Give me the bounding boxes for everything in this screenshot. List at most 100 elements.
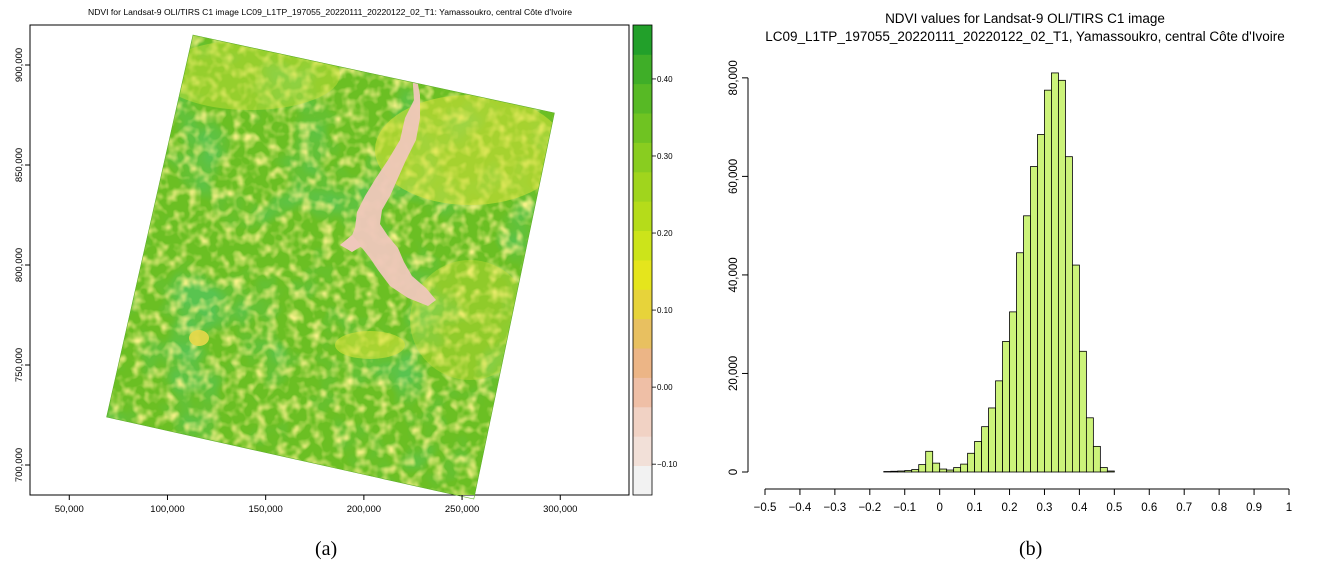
legend-color-step — [633, 289, 652, 320]
map-title: NDVI for Landsat-9 OLI/TIRS C1 image LC0… — [88, 7, 572, 17]
histogram-x-tick-label: 0.1 — [967, 502, 983, 514]
histogram-bar — [967, 452, 976, 473]
histogram-y-tick-label: 20,000 — [728, 356, 740, 391]
histogram-x-tick-label: 0.2 — [1002, 502, 1018, 514]
map-x-axis: 50,000 100,000 150,000 200,000 250,000 300,00… — [55, 495, 577, 515]
ndvi-map-panel: NDVI for Landsat-9 OLI/TIRS C1 image LC0… — [14, 7, 678, 515]
map-y-tick-label: 750,000 — [14, 348, 25, 382]
histogram-bar — [953, 467, 962, 473]
histogram-bar — [988, 407, 996, 473]
map-y-tick-label: 700,000 — [14, 448, 25, 482]
legend-tick-label: 0.30 — [657, 152, 673, 161]
legend-color-step — [633, 25, 652, 55]
histogram-y-tick-label: 0 — [728, 469, 740, 475]
histogram-bar — [960, 463, 969, 473]
legend-color-step — [633, 83, 652, 114]
map-y-axis: 700,000 750,000 800,000 850,000 900,000 — [14, 48, 30, 482]
histogram-bar — [1044, 89, 1052, 473]
lake-kossou — [350, 72, 436, 306]
legend-tick-label: 0.20 — [657, 229, 673, 238]
map-x-tick-label: 50,000 — [55, 504, 84, 515]
legend-frame — [632, 24, 653, 496]
legend-tick-label: 0.40 — [657, 75, 673, 84]
ndvi-color-legend: −0.10 0.00 0.10 0.20 0.30 0.40 — [632, 24, 678, 496]
histogram-bars — [883, 72, 1115, 473]
lake-kossou-arm-w — [340, 235, 362, 252]
histogram-x-axis: −0.5 −0.4 −0.3 −0.2 −0.1 0 0.1 0.2 0.3 0.4 0.5 0.6 0… — [754, 488, 1292, 514]
legend-tick-label: −0.10 — [657, 460, 678, 469]
raster-yellow-patch-s — [335, 331, 405, 359]
map-x-tick-label: 250,000 — [445, 504, 479, 515]
histogram-y-tick-label: 80,000 — [728, 60, 740, 95]
map-x-tick-label: 150,000 — [249, 504, 283, 515]
histogram-y-tick-label: 40,000 — [728, 257, 740, 292]
yamoussoukro-urban-area — [189, 330, 209, 346]
legend-color-step — [633, 348, 652, 378]
histogram-bar — [1065, 156, 1073, 473]
histogram-x-tick-label: 0.4 — [1071, 502, 1088, 514]
histogram-x-tick-label: −0.5 — [754, 502, 777, 514]
histogram-bar — [939, 468, 948, 473]
histogram-bar — [911, 469, 920, 473]
histogram-x-tick-label: 0.8 — [1211, 502, 1227, 514]
legend-tick-label: 0.00 — [657, 383, 673, 392]
histogram-x-tick-label: −0.2 — [858, 502, 881, 514]
histogram-x-tick-label: 0 — [936, 502, 942, 514]
map-y-tick-label: 900,000 — [14, 48, 25, 82]
scene-edge — [106, 34, 555, 500]
raster-yellow-region-ne — [375, 95, 555, 205]
map-x-tick-label: 300,000 — [543, 504, 577, 515]
legend-color-step — [633, 54, 652, 85]
histogram-bar — [1072, 264, 1080, 473]
histogram-bar — [1030, 166, 1038, 473]
legend-color-step — [633, 406, 652, 437]
histogram-bar — [946, 469, 955, 473]
histogram-x-tick-label: 0.7 — [1176, 502, 1192, 514]
map-x-tick-label: 100,000 — [150, 504, 184, 515]
legend-color-step — [633, 142, 652, 173]
legend-color-step — [633, 465, 652, 496]
histogram-bar — [1099, 467, 1108, 473]
histogram-y-tick-label: 60,000 — [728, 159, 740, 194]
histogram-bar — [1058, 79, 1066, 473]
caption-a: (a) — [315, 538, 338, 560]
ndvi-scene-raster — [106, 34, 555, 500]
legend-color-step — [633, 171, 652, 202]
histogram-y-axis: 0 20,000 40,000 60,000 80,000 — [728, 60, 749, 475]
raster-yellow-region-n — [160, 40, 340, 110]
map-x-tick-label: 200,000 — [347, 504, 381, 515]
histogram-subtitle: LC09_L1TP_197055_20220111_20220122_02_T1… — [765, 29, 1284, 44]
histogram-bar — [925, 450, 934, 473]
legend-color-step — [633, 230, 652, 261]
legend-tick-label: 0.10 — [657, 306, 673, 315]
histogram-x-tick-label: 1 — [1286, 502, 1292, 514]
histogram-bar — [1051, 72, 1059, 473]
legend-color-step — [633, 318, 652, 349]
map-y-tick-label: 800,000 — [14, 248, 25, 282]
legend-color-step — [633, 377, 652, 408]
ndvi-histogram-panel: NDVI values for Landsat-9 OLI/TIRS C1 im… — [728, 11, 1292, 514]
histogram-bar — [974, 441, 982, 473]
histogram-bar — [1023, 215, 1031, 473]
map-y-tick-label: 850,000 — [14, 148, 25, 182]
caption-b: (b) — [1019, 538, 1043, 560]
histogram-bar — [918, 464, 927, 473]
legend-color-step — [633, 260, 652, 290]
histogram-x-tick-label: −0.1 — [893, 502, 916, 514]
histogram-x-tick-label: −0.4 — [789, 502, 812, 514]
histogram-x-tick-label: 0.6 — [1141, 502, 1157, 514]
histogram-x-tick-label: 0.9 — [1246, 502, 1262, 514]
histogram-bar — [904, 470, 913, 473]
histogram-bar — [1009, 311, 1017, 473]
histogram-title: NDVI values for Landsat-9 OLI/TIRS C1 im… — [885, 11, 1165, 26]
histogram-bar — [890, 470, 899, 473]
histogram-bar — [932, 462, 941, 473]
legend-color-step — [633, 201, 652, 232]
histogram-bar — [1085, 417, 1094, 473]
histogram-x-tick-label: 0.5 — [1106, 502, 1122, 514]
histogram-bar — [1092, 445, 1101, 473]
legend-color-step — [633, 113, 652, 143]
histogram-bar — [1016, 252, 1024, 473]
raster-yellow-region-e — [410, 260, 530, 380]
